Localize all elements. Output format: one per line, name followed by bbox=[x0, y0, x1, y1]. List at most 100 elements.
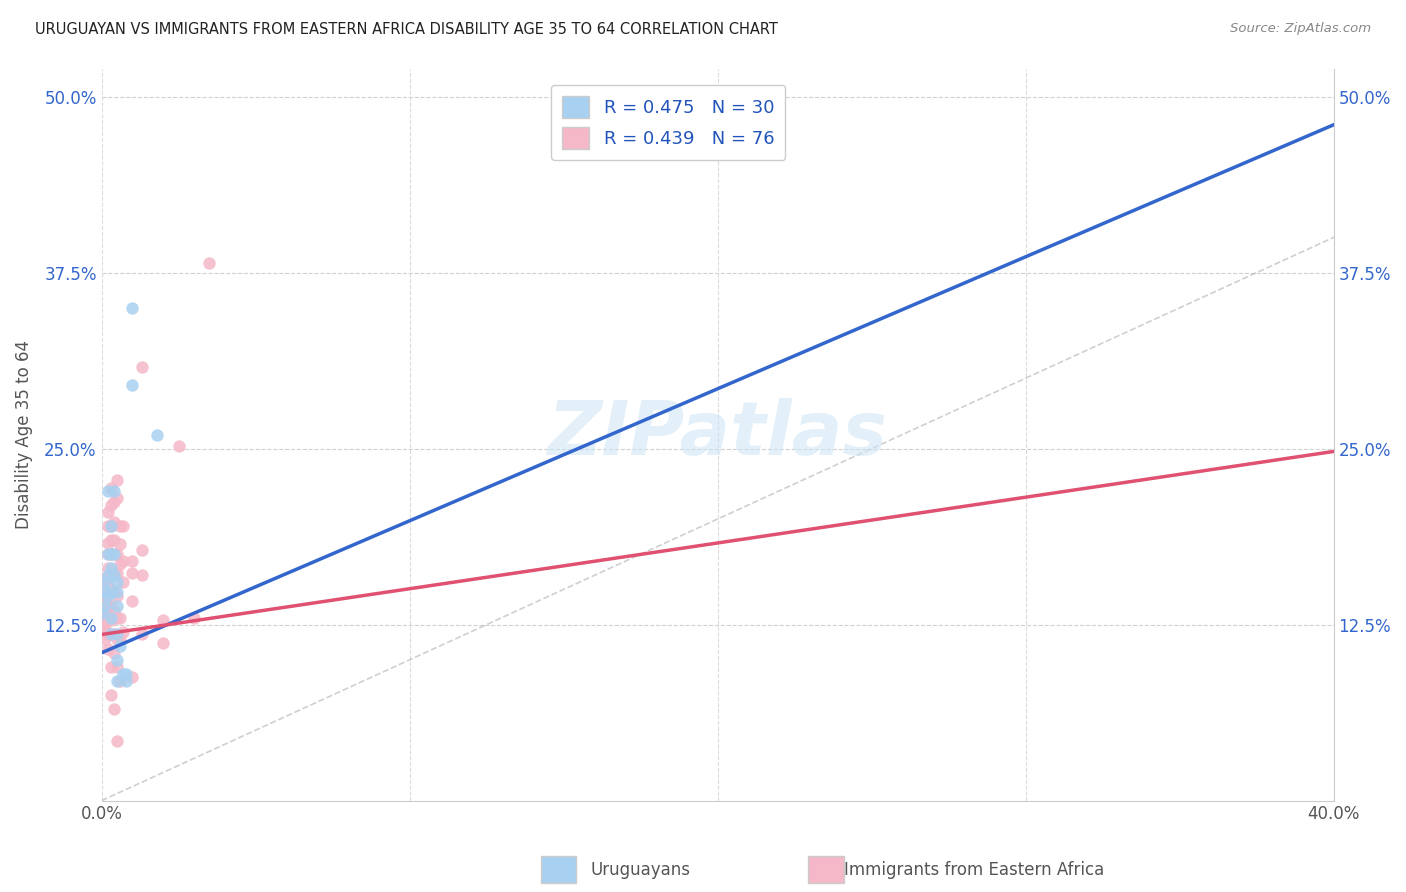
Point bbox=[97, 571, 120, 585]
Point bbox=[97, 627, 120, 641]
Point bbox=[103, 483, 125, 498]
Point bbox=[100, 481, 122, 495]
Point bbox=[103, 702, 125, 716]
Point bbox=[131, 543, 153, 558]
Point bbox=[90, 610, 112, 624]
Point bbox=[97, 599, 120, 614]
Point bbox=[93, 614, 115, 628]
Point bbox=[103, 547, 125, 561]
Point bbox=[100, 547, 122, 561]
Point bbox=[131, 627, 153, 641]
Point bbox=[97, 483, 120, 498]
Point bbox=[100, 614, 122, 628]
Point bbox=[100, 533, 122, 548]
Point bbox=[93, 571, 115, 585]
Point bbox=[105, 590, 128, 604]
Point bbox=[121, 378, 143, 392]
Point bbox=[103, 568, 125, 582]
Point bbox=[105, 599, 128, 614]
Point bbox=[103, 585, 125, 599]
Point bbox=[105, 673, 128, 688]
Point bbox=[183, 610, 205, 624]
Point bbox=[93, 632, 115, 646]
Point bbox=[105, 566, 128, 580]
Point bbox=[105, 610, 128, 624]
Point bbox=[97, 568, 120, 582]
Point bbox=[108, 639, 131, 653]
Point bbox=[93, 603, 115, 617]
Point bbox=[121, 554, 143, 568]
Point bbox=[103, 515, 125, 529]
Point bbox=[105, 627, 128, 641]
Point bbox=[93, 585, 115, 599]
Point bbox=[93, 622, 115, 636]
Point bbox=[103, 646, 125, 660]
Point bbox=[112, 519, 135, 533]
Point bbox=[121, 670, 143, 684]
Point bbox=[97, 614, 120, 628]
Point bbox=[100, 519, 122, 533]
Point bbox=[121, 593, 143, 607]
Point bbox=[103, 547, 125, 561]
Point bbox=[90, 617, 112, 632]
Point bbox=[100, 660, 122, 674]
Point bbox=[108, 610, 131, 624]
Point bbox=[105, 575, 128, 590]
Point bbox=[112, 554, 135, 568]
Point bbox=[108, 632, 131, 646]
Point bbox=[100, 610, 122, 624]
Point bbox=[93, 599, 115, 614]
Point bbox=[105, 473, 128, 487]
Y-axis label: Disability Age 35 to 64: Disability Age 35 to 64 bbox=[15, 340, 32, 529]
Point bbox=[103, 495, 125, 509]
Point bbox=[108, 557, 131, 571]
Point bbox=[115, 667, 138, 681]
Point bbox=[108, 519, 131, 533]
Point bbox=[112, 575, 135, 590]
Text: ZIPatlas: ZIPatlas bbox=[547, 398, 887, 471]
Point bbox=[152, 614, 174, 628]
Text: URUGUAYAN VS IMMIGRANTS FROM EASTERN AFRICA DISABILITY AGE 35 TO 64 CORRELATION : URUGUAYAN VS IMMIGRANTS FROM EASTERN AFR… bbox=[35, 22, 778, 37]
Point bbox=[108, 673, 131, 688]
Point bbox=[100, 547, 122, 561]
Point bbox=[152, 636, 174, 650]
Point bbox=[105, 660, 128, 674]
Point bbox=[90, 607, 112, 621]
Text: Uruguayans: Uruguayans bbox=[591, 861, 690, 879]
Point bbox=[100, 585, 122, 599]
Point bbox=[93, 582, 115, 597]
Point bbox=[105, 491, 128, 505]
Point bbox=[105, 547, 128, 561]
Point bbox=[105, 585, 128, 599]
Point bbox=[103, 566, 125, 580]
Point bbox=[97, 641, 120, 656]
Point bbox=[103, 627, 125, 641]
Point bbox=[97, 536, 120, 550]
Point bbox=[105, 653, 128, 667]
Text: Source: ZipAtlas.com: Source: ZipAtlas.com bbox=[1230, 22, 1371, 36]
Point bbox=[103, 603, 125, 617]
Point bbox=[97, 590, 120, 604]
Point bbox=[100, 566, 122, 580]
Point bbox=[97, 519, 120, 533]
Point bbox=[90, 590, 112, 604]
Point bbox=[121, 301, 143, 315]
Point bbox=[105, 632, 128, 646]
Point bbox=[115, 673, 138, 688]
Point bbox=[100, 519, 122, 533]
Point bbox=[100, 627, 122, 641]
Point bbox=[167, 439, 190, 453]
Point bbox=[112, 667, 135, 681]
Point bbox=[100, 561, 122, 575]
Point bbox=[93, 593, 115, 607]
Point bbox=[100, 599, 122, 614]
Point bbox=[131, 359, 153, 374]
Point bbox=[100, 627, 122, 641]
Point bbox=[97, 585, 120, 599]
Point bbox=[121, 566, 143, 580]
Point bbox=[198, 256, 221, 270]
Point bbox=[108, 537, 131, 551]
Point bbox=[97, 547, 120, 561]
Point bbox=[97, 505, 120, 519]
Point bbox=[97, 561, 120, 575]
